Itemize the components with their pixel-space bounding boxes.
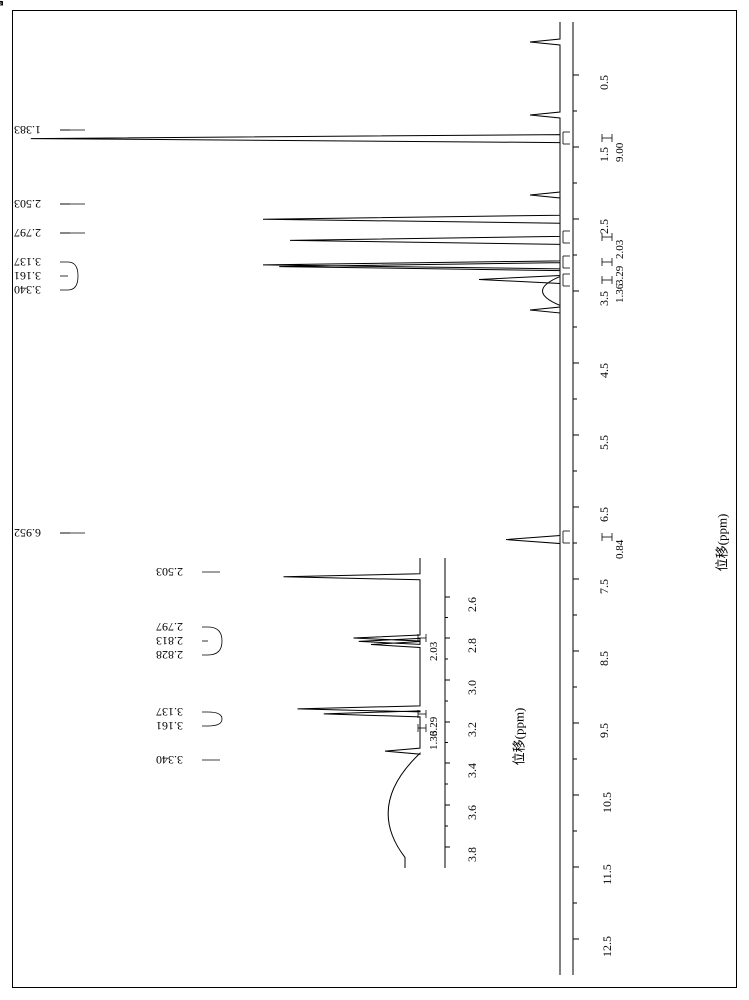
main-tick-label: 3.5 xyxy=(597,291,612,306)
main-integral-label: 1.36 xyxy=(614,284,626,303)
main-tick-label: 12.5 xyxy=(600,936,615,957)
main-tick-label: 2.5 xyxy=(597,219,612,234)
inset-peak-label: 2.828 xyxy=(156,647,183,662)
main-peak-label: 3.340 xyxy=(14,282,41,297)
main-tick-label: 7.5 xyxy=(597,579,612,594)
main-tick-label: 6.5 xyxy=(597,507,612,522)
main-integral-label: 2.03 xyxy=(614,240,626,259)
inset-tick-label: 3.6 xyxy=(465,805,480,820)
inset-integral-label: 2.03 xyxy=(428,642,440,661)
inset-tick-label: 3.8 xyxy=(465,847,480,862)
main-tick-label: 11.5 xyxy=(600,864,615,885)
inset-peak-label: 2.503 xyxy=(156,564,183,579)
main-integral-label: 9.00 xyxy=(614,143,626,162)
inset-tick-label: 3.2 xyxy=(465,722,480,737)
main-integral-label: 3.29 xyxy=(614,266,626,285)
main-peak-label: 2.797 xyxy=(14,225,41,240)
main-peak-label: 3.137 xyxy=(14,254,41,269)
: 0.84 xyxy=(0,0,6,6)
main-peak-label: 6.952 xyxy=(14,525,41,540)
main-tick-label: 0.5 xyxy=(597,75,612,90)
main-tick-label: 8.5 xyxy=(597,651,612,666)
inset-axis-title: 位移(ppm) xyxy=(508,708,527,766)
main-tick-label: 4.5 xyxy=(597,363,612,378)
main-tick-label: 10.5 xyxy=(600,792,615,813)
main-tick-label: 5.5 xyxy=(597,435,612,450)
inset-peak-label: 3.161 xyxy=(156,718,183,733)
inset-integral-label: 1.36 xyxy=(428,731,440,750)
main-peak-label: 3.161 xyxy=(14,268,41,283)
main-tick-label: 1.5 xyxy=(597,147,612,162)
inset-tick-label: 3.4 xyxy=(465,763,480,778)
inset-peak-label: 2.797 xyxy=(156,619,183,634)
main-peak-label: 2.503 xyxy=(14,196,41,211)
inset-peak-label: 3.137 xyxy=(156,704,183,719)
main-tick-label: 9.5 xyxy=(597,723,612,738)
main-axis-title: 位移(ppm) xyxy=(711,514,730,572)
inset-peak-label: 2.813 xyxy=(156,633,183,648)
main-integral-label: 0.84 xyxy=(614,540,626,559)
inset-spectrum xyxy=(0,0,749,1000)
inset-tick-label: 2.6 xyxy=(465,597,480,612)
inset-peak-label: 3.340 xyxy=(156,752,183,767)
inset-tick-label: 2.8 xyxy=(465,638,480,653)
inset-tick-label: 3.0 xyxy=(465,680,480,695)
main-peak-label: 1.383 xyxy=(14,122,41,137)
